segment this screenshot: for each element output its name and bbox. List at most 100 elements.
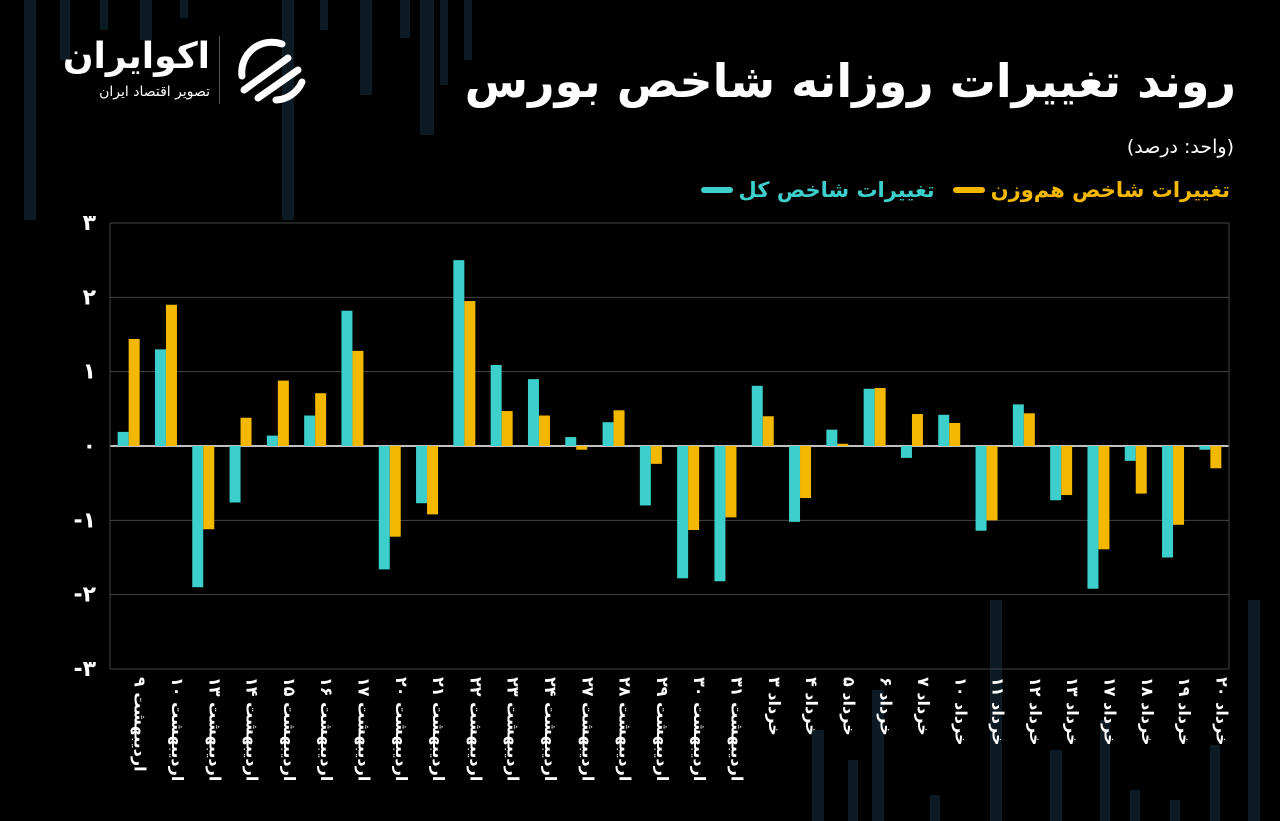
bar-total-index: [527, 379, 539, 446]
bar-equal-weight-index: [538, 415, 550, 446]
bar-equal-weight-index: [1023, 413, 1035, 446]
bar-equal-weight-index: [986, 446, 998, 521]
legend-swatch-total: [700, 187, 733, 193]
x-tick-label: ۲۳ اردیبهشت: [504, 677, 523, 781]
x-tick-label: ۲۱ اردیبهشت: [429, 677, 448, 781]
bar-total-index: [341, 310, 353, 446]
background-bar: [1130, 790, 1140, 821]
bar-equal-weight-index: [576, 446, 588, 450]
legend: تغییرات شاخص کل تغییرات شاخص هم‌وزن: [700, 178, 1230, 202]
background-bar: [24, 0, 36, 220]
x-tick-label: ۱۶ اردیبهشت: [317, 677, 336, 781]
x-tick-label: ۱۲ خرداد: [1026, 677, 1045, 746]
bar-equal-weight-index: [1098, 446, 1110, 550]
legend-label-equal-weight: تغییرات شاخص هم‌وزن: [990, 178, 1230, 202]
background-bar: [360, 0, 372, 95]
bar-equal-weight-index: [427, 446, 439, 515]
bar-total-index: [1124, 446, 1136, 461]
brand-tagline: تصویر اقتصاد ایران: [99, 84, 210, 100]
logo-divider: [219, 36, 220, 104]
background-bar: [1170, 800, 1180, 821]
bar-equal-weight-index: [762, 416, 774, 446]
background-bar: [1248, 600, 1260, 821]
bar-total-index: [304, 415, 316, 446]
bar-equal-weight-index: [837, 443, 849, 446]
background-bar: [180, 0, 188, 18]
bar-total-index: [975, 446, 987, 531]
legend-swatch-equal-weight: [952, 187, 985, 193]
bar-total-index: [1050, 446, 1062, 501]
x-tick-label: ۱۹ خرداد: [1175, 677, 1194, 746]
x-tick-label: ۲۴ اردیبهشت: [541, 677, 560, 781]
bar-total-index: [677, 446, 689, 579]
bar-total-index: [714, 446, 726, 582]
x-tick-label: ۱۳ خرداد: [1063, 677, 1082, 746]
bar-total-index: [639, 446, 651, 506]
y-tick-label: -۳: [73, 657, 96, 682]
x-tick-label: ۲۹ اردیبهشت: [653, 677, 672, 781]
bar-total-index: [266, 435, 278, 446]
x-tick-label: ۶ خرداد: [877, 677, 896, 736]
x-tick-label: ۲۸ اردیبهشت: [616, 677, 635, 781]
bar-total-index: [751, 385, 763, 446]
bar-equal-weight-index: [203, 446, 215, 530]
brand-name: اکوایران: [62, 36, 210, 77]
bar-equal-weight-index: [315, 393, 327, 446]
background-bar: [1050, 750, 1062, 821]
y-tick-label: ۱: [83, 360, 96, 385]
bar-equal-weight-index: [389, 446, 401, 537]
background-bar: [930, 795, 940, 821]
bar-equal-weight-index: [1061, 446, 1073, 496]
bar-total-index: [154, 349, 166, 446]
y-tick-label: -۲: [73, 583, 96, 608]
background-bar: [140, 0, 152, 40]
legend-label-total: تغییرات شاخص کل: [738, 178, 935, 202]
x-tick-label: ۱۴ اردیبهشت: [243, 677, 262, 781]
x-tick-label: ۵ خرداد: [839, 677, 858, 736]
x-tick-label: ۱۱ خرداد: [989, 677, 1008, 746]
bar-total-index: [453, 260, 465, 446]
brand-mark-icon: [238, 38, 306, 104]
bar-total-index: [117, 431, 129, 446]
background-bar: [400, 0, 410, 38]
background-bar: [60, 0, 70, 60]
bar-equal-weight-index: [1210, 446, 1222, 469]
x-tick-label: ۳۰ اردیبهشت: [690, 677, 709, 781]
bar-total-index: [826, 429, 838, 446]
bar-total-index: [490, 364, 502, 446]
x-tick-label: ۱۰ اردیبهشت: [168, 677, 187, 781]
bar-equal-weight-index: [1135, 446, 1147, 494]
bar-total-index: [1162, 446, 1174, 558]
y-tick-label: ۳: [83, 211, 97, 236]
x-tick-label: ۹ اردیبهشت: [131, 677, 150, 772]
y-tick-label: ۲: [83, 285, 97, 310]
background-bar: [1100, 720, 1110, 821]
background-bar: [100, 0, 108, 30]
chart-title: روند تغییرات روزانه شاخص بورس: [464, 54, 1236, 108]
bar-equal-weight-index: [800, 446, 812, 499]
x-tick-label: ۱۵ اردیبهشت: [280, 677, 299, 781]
x-tick-label: ۲۷ اردیبهشت: [578, 677, 597, 781]
bar-total-index: [416, 446, 428, 504]
bar-total-index: [938, 414, 950, 446]
background-bar: [464, 0, 472, 60]
bar-equal-weight-index: [874, 388, 886, 446]
x-tick-label: ۷ خرداد: [914, 677, 933, 736]
bar-equal-weight-index: [277, 380, 289, 446]
x-tick-label: ۳۱ اردیبهشت: [727, 677, 746, 781]
x-tick-label: ۱۷ اردیبهشت: [354, 677, 373, 781]
x-tick-label: ۱۰ خرداد: [951, 677, 970, 746]
bar-equal-weight-index: [688, 446, 700, 530]
bar-equal-weight-index: [1173, 446, 1185, 525]
x-tick-label: ۲۰ اردیبهشت: [392, 677, 411, 781]
background-bar: [440, 0, 448, 85]
bar-total-index: [1087, 446, 1099, 589]
x-tick-label: ۱۷ خرداد: [1100, 677, 1119, 746]
background-bar: [420, 0, 434, 135]
x-tick-label: ۴ خرداد: [802, 677, 821, 736]
bar-equal-weight-index: [352, 350, 364, 446]
bar-total-index: [602, 422, 614, 446]
background-bar: [320, 0, 328, 30]
